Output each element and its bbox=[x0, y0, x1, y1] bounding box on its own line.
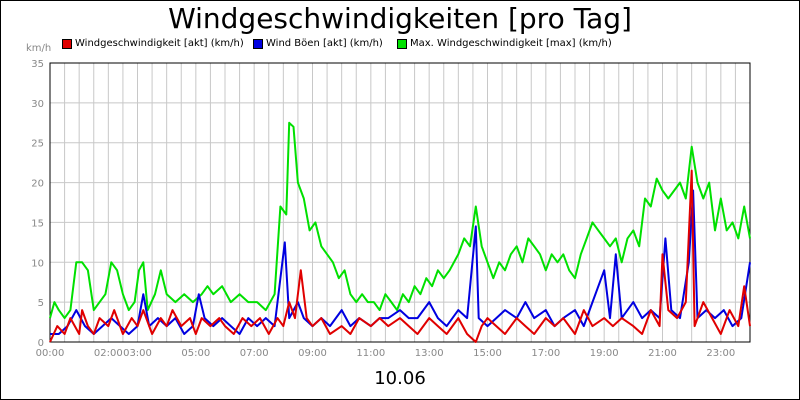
legend-swatch-gusts bbox=[253, 38, 263, 49]
x-tick-label: 05:00 bbox=[181, 348, 210, 359]
legend-swatch-max-wind bbox=[397, 38, 407, 49]
x-tick-label: 19:00 bbox=[590, 348, 619, 359]
x-tick-label: 03:00 bbox=[123, 348, 152, 359]
legend-swatch-wind-speed bbox=[62, 38, 72, 49]
legend-label-max-wind: Max. Windgeschwindigkeit [max] (km/h) bbox=[410, 38, 612, 49]
x-tick-label: 21:00 bbox=[648, 348, 677, 359]
x-tick-label: 15:00 bbox=[473, 348, 502, 359]
y-tick-label: 5 bbox=[38, 298, 44, 309]
x-tick-label: 17:00 bbox=[531, 348, 560, 359]
y-tick-label: 0 bbox=[38, 338, 44, 349]
chart-title: Windgeschwindigkeiten [pro Tag] bbox=[168, 2, 632, 35]
x-tick-label: 13:00 bbox=[415, 348, 444, 359]
plot-border bbox=[49, 62, 751, 343]
y-tick-label: 15 bbox=[31, 218, 44, 229]
legend-label-wind-speed: Windgeschwindigkeit [akt] (km/h) bbox=[75, 38, 244, 49]
x-tick-label: 00:00 bbox=[36, 348, 65, 359]
legend-item-max-wind: Max. Windgeschwindigkeit [max] (km/h) bbox=[397, 38, 612, 50]
legend-item-gusts: Wind Böen [akt] (km/h) bbox=[253, 38, 383, 50]
legend-item-wind-speed: Windgeschwindigkeit [akt] (km/h) bbox=[62, 38, 244, 50]
series-line-max-wind bbox=[49, 121, 751, 320]
x-tick-label: 09:00 bbox=[298, 348, 327, 359]
x-tick-label: 23:00 bbox=[706, 348, 735, 359]
series-line-wind-speed bbox=[49, 169, 751, 343]
y-tick-label: 35 bbox=[31, 59, 44, 70]
y-tick-label: 30 bbox=[31, 99, 44, 110]
legend-label-gusts: Wind Böen [akt] (km/h) bbox=[266, 38, 383, 49]
y-tick-label: 25 bbox=[31, 139, 44, 150]
y-tick-label: 10 bbox=[31, 258, 44, 269]
x-tick-label: 07:00 bbox=[240, 348, 269, 359]
x-tick-label: 02:00 bbox=[94, 348, 123, 359]
y-tick-label: 20 bbox=[31, 179, 44, 190]
x-tick-label: 11:00 bbox=[356, 348, 385, 359]
y-unit-label: km/h bbox=[26, 43, 52, 54]
x-axis-date-label: 10.06 bbox=[374, 368, 426, 389]
